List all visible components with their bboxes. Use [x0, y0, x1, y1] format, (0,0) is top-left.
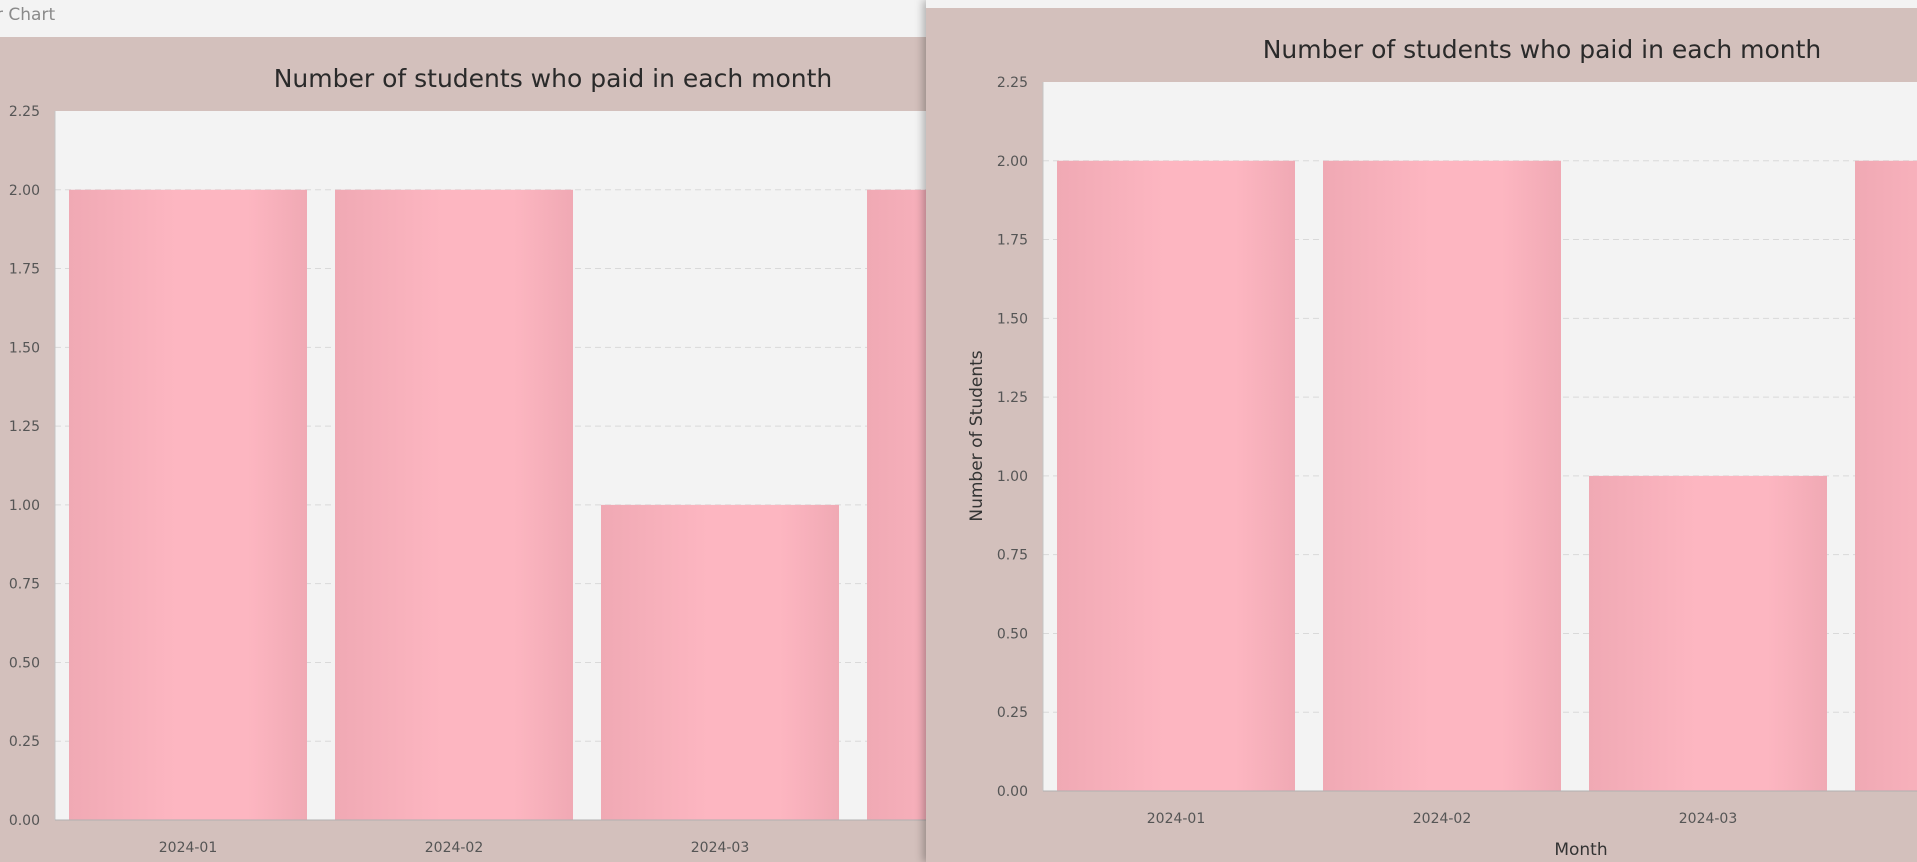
- bar-2024-04[interactable]: [1855, 160, 1917, 791]
- x-tick-label: 2024-03: [691, 840, 750, 856]
- bar-2024-04[interactable]: [867, 189, 926, 820]
- bar-2024-02[interactable]: [335, 189, 573, 820]
- y-tick-label: 2.25: [997, 75, 1028, 91]
- y-tick-label: 1.00: [997, 469, 1028, 485]
- y-tick-label: 2.00: [997, 154, 1028, 170]
- back-bar-chart: Number of students who paid in each mont…: [9, 64, 926, 856]
- y-tick-label: 1.00: [9, 498, 40, 514]
- y-tick-label: 2.25: [9, 104, 40, 120]
- y-tick-label: 1.50: [9, 340, 40, 356]
- y-tick-label: 1.75: [997, 233, 1028, 249]
- y-tick-label: 0.50: [997, 626, 1028, 642]
- y-tick-label: 0.25: [9, 734, 40, 750]
- back-chart-window: r Chart Number of students who paid in e…: [0, 0, 926, 862]
- x-tick-label: 2024-02: [1413, 811, 1472, 827]
- y-tick-label: 0.75: [997, 548, 1028, 564]
- x-axis-title: Month: [1554, 840, 1607, 860]
- back-window-titlebar[interactable]: r Chart: [0, 0, 926, 37]
- bar-2024-03[interactable]: [1589, 475, 1827, 791]
- y-tick-label: 1.25: [997, 390, 1028, 406]
- x-tick-label: 2024-01: [1147, 811, 1206, 827]
- x-tick-label: 2024-02: [425, 840, 484, 856]
- front-bar-chart: Number of students who paid in each mont…: [967, 35, 1917, 860]
- x-tick-label: 2024-03: [1679, 811, 1738, 827]
- back-window-title: r Chart: [0, 5, 56, 25]
- x-tick-label: 2024-01: [159, 840, 218, 856]
- bar-2024-01[interactable]: [69, 189, 307, 820]
- y-tick-label: 1.50: [997, 311, 1028, 327]
- front-window-titlebar[interactable]: [926, 0, 1917, 8]
- y-tick-label: 1.75: [9, 262, 40, 278]
- bar-2024-02[interactable]: [1323, 160, 1561, 791]
- y-tick-label: 2.00: [9, 183, 40, 199]
- y-tick-label: 0.50: [9, 655, 40, 671]
- y-tick-label: 0.00: [9, 813, 40, 829]
- bar-2024-01[interactable]: [1057, 160, 1295, 791]
- y-tick-label: 0.25: [997, 705, 1028, 721]
- front-chart-window: Number of students who paid in each mont…: [926, 0, 1917, 862]
- y-axis-title: Number of Students: [967, 350, 987, 521]
- chart-title: Number of students who paid in each mont…: [274, 64, 833, 93]
- y-tick-label: 0.00: [997, 784, 1028, 800]
- bar-2024-03[interactable]: [601, 504, 839, 820]
- chart-title: Number of students who paid in each mont…: [1263, 35, 1822, 64]
- y-tick-label: 0.75: [9, 577, 40, 593]
- y-tick-label: 1.25: [9, 419, 40, 435]
